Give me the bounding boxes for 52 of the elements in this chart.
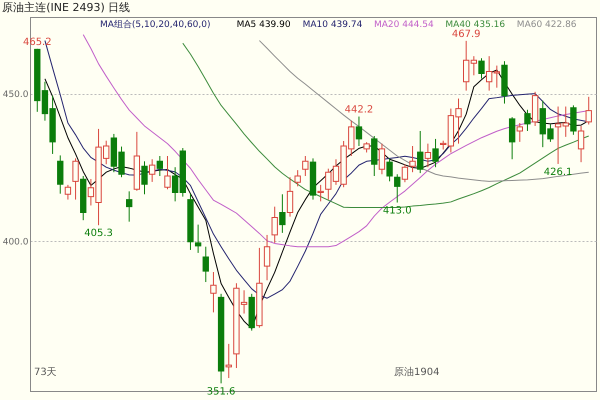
text: MA40 435.16: [445, 20, 506, 30]
annotation: 426.1: [544, 166, 572, 178]
text: MA60 422.86: [516, 20, 577, 30]
candlestick: [226, 343, 232, 379]
candlestick: [286, 176, 294, 218]
candlestick: [394, 174, 400, 204]
candlestick: [508, 116, 516, 160]
annotation: 467.9: [452, 28, 480, 40]
candlestick: [279, 194, 286, 234]
candlestick: [578, 125, 584, 163]
candlestick: [432, 138, 439, 168]
annotation: 413.0: [382, 206, 412, 217]
candlestick: [478, 58, 485, 80]
candlestick: [386, 158, 393, 182]
annotation: 351.6: [206, 386, 236, 398]
text: MA20 444.54: [374, 20, 434, 30]
candlestick: [156, 156, 163, 177]
y-tick-label: 400.0: [2, 237, 29, 248]
candlestick: [57, 154, 64, 194]
candlestick: [202, 246, 209, 283]
annotation: 原油1904: [394, 366, 440, 378]
text: MA10 439.74: [302, 20, 363, 30]
annotation: 405.3: [84, 228, 113, 240]
candlestick: [378, 143, 386, 175]
candlestick: [524, 109, 531, 132]
candlestick: [210, 272, 217, 313]
candlestick: [417, 130, 424, 174]
candlestick: [194, 224, 202, 254]
chart-title: 原油主连(INE 2493) 日线: [2, 1, 130, 14]
candlestick: [424, 143, 432, 168]
candlestick: [148, 158, 156, 182]
annotation: 442.2: [344, 104, 374, 116]
candlestick: [294, 170, 301, 187]
candlestick: [356, 116, 362, 146]
chart-subtitle: MA组合(5,10,20,40,60,0): [100, 19, 211, 30]
candlestick: [570, 104, 577, 136]
candlestick: [516, 122, 523, 142]
line-series: [258, 40, 590, 182]
candlestick: [126, 190, 132, 222]
candlestick: [272, 206, 278, 244]
candlestick: [363, 142, 370, 153]
candlestick: [302, 156, 309, 177]
candlestick: [264, 234, 270, 281]
candlestick: [72, 158, 79, 200]
candlestick: [64, 184, 72, 200]
candlestick: [141, 160, 148, 195]
candlestick: [317, 184, 324, 202]
y-tick-label: 450.0: [2, 90, 29, 100]
text: MA5 439.90: [236, 20, 291, 30]
candlestick: [164, 156, 171, 190]
annotation: 73天: [34, 367, 57, 378]
candlestick: [586, 96, 592, 125]
